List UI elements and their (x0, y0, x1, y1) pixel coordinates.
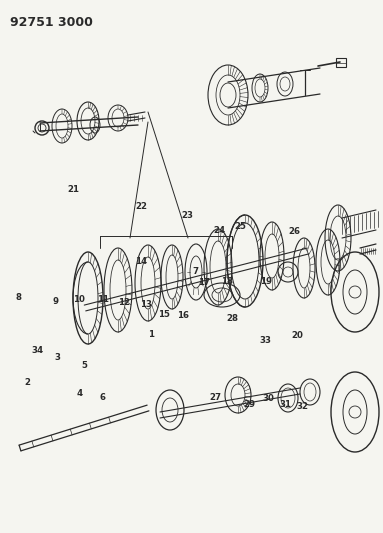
Text: 29: 29 (244, 400, 256, 408)
Text: 11: 11 (97, 295, 110, 304)
Text: 22: 22 (136, 203, 148, 211)
Text: 19: 19 (260, 277, 272, 286)
Text: 1: 1 (148, 330, 154, 339)
Text: 14: 14 (135, 257, 147, 265)
Text: 4: 4 (77, 389, 83, 398)
Text: 27: 27 (209, 393, 221, 401)
Text: 15: 15 (158, 310, 170, 319)
Text: 5: 5 (81, 361, 87, 369)
Text: 26: 26 (288, 228, 300, 236)
Text: 21: 21 (67, 185, 80, 193)
Text: 20: 20 (291, 332, 303, 340)
Text: 32: 32 (296, 402, 309, 410)
Text: 10: 10 (72, 295, 85, 304)
Text: 9: 9 (52, 297, 59, 305)
Text: 17: 17 (198, 278, 210, 287)
Text: 6: 6 (100, 393, 106, 401)
Text: 16: 16 (177, 311, 189, 320)
Text: 13: 13 (140, 301, 152, 309)
Text: 28: 28 (227, 314, 239, 323)
Text: 23: 23 (182, 212, 194, 220)
Text: 31: 31 (279, 400, 291, 408)
Text: 8: 8 (15, 293, 21, 302)
Text: 7: 7 (192, 268, 198, 276)
Text: 34: 34 (31, 346, 44, 355)
Text: 3: 3 (54, 353, 61, 361)
Text: 92751 3000: 92751 3000 (10, 16, 93, 29)
Text: 33: 33 (259, 336, 271, 344)
Text: 24: 24 (213, 226, 225, 235)
Text: 18: 18 (221, 277, 233, 286)
Text: 30: 30 (262, 394, 274, 403)
Bar (336, 58, 346, 67)
Text: 12: 12 (118, 298, 131, 307)
Text: 2: 2 (25, 378, 31, 387)
Text: 25: 25 (234, 222, 247, 231)
